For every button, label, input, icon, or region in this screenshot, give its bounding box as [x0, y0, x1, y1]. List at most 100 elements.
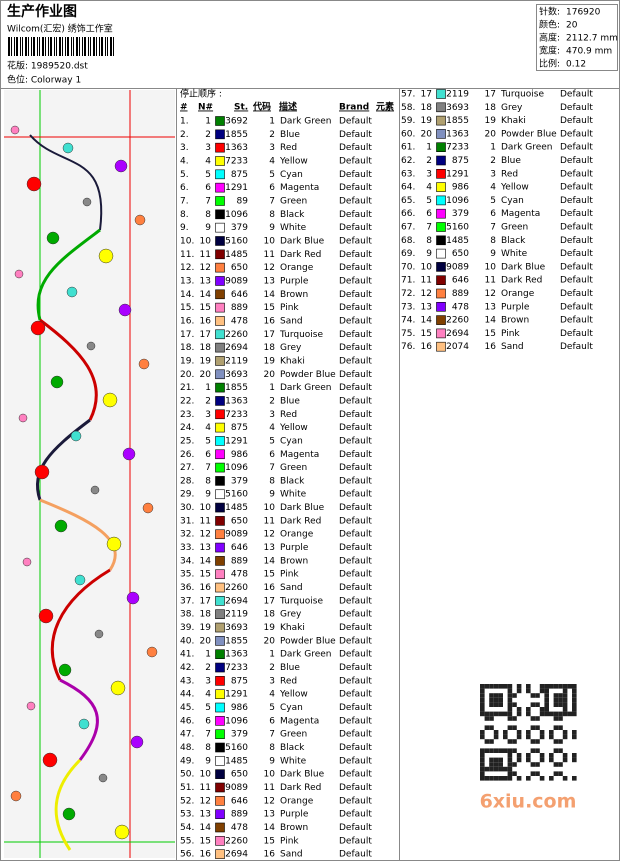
stem	[59, 678, 99, 761]
qr-cell	[562, 757, 568, 763]
flower	[102, 392, 118, 408]
cell-code: 6	[269, 450, 275, 460]
bar-stripe	[42, 37, 44, 56]
cell-needle: 20	[200, 636, 212, 646]
cell-stitches: 379	[231, 223, 248, 233]
qr-cell	[553, 693, 559, 698]
cell-code: 13	[264, 810, 275, 820]
swatch	[215, 462, 225, 473]
cell-index: 52.	[180, 796, 194, 806]
cell-description: Black	[501, 236, 526, 246]
qr-cell	[562, 693, 568, 698]
cell-needle: 11	[421, 276, 432, 286]
cell-index: 24.	[180, 423, 194, 433]
cell-index: 33.	[180, 543, 194, 553]
cell-stitches: 379	[231, 730, 248, 740]
cell-code: 4	[269, 156, 275, 166]
qr-cell	[558, 739, 563, 744]
qr-cell	[572, 753, 577, 758]
swatch	[436, 222, 446, 232]
qr-cell	[507, 762, 513, 767]
cell-stitches: 2694	[225, 343, 248, 353]
cell-brand: Default	[560, 90, 593, 100]
qr-cell	[553, 684, 559, 689]
cell-code: 6	[490, 209, 496, 219]
cell-brand: Default	[339, 290, 372, 300]
qr-cell	[489, 711, 494, 717]
cell-code: 12	[264, 263, 275, 273]
cell-needle: 12	[200, 796, 211, 806]
qr-cell	[480, 771, 485, 776]
swatch	[215, 702, 225, 713]
cell-index: 4.	[180, 156, 189, 166]
cell-code: 2	[269, 130, 275, 140]
swatch	[215, 822, 225, 833]
bar-stripe	[73, 37, 74, 56]
qr-cell	[553, 697, 559, 703]
cell-code: 3	[490, 169, 496, 179]
qr-cell	[572, 688, 577, 694]
cell-code: 19	[485, 116, 497, 126]
cell-description: Yellow	[279, 690, 308, 700]
bar-stripe	[59, 37, 61, 56]
flower	[94, 629, 104, 639]
cell-stitches: 379	[452, 209, 469, 219]
cell-stitches: 1096	[225, 716, 248, 726]
cell-index: 46.	[180, 716, 194, 726]
cell-description: Dark Green	[280, 117, 331, 127]
cell-code: 10	[264, 236, 276, 246]
cell-code: 7	[490, 223, 496, 233]
column-header: #	[180, 103, 188, 113]
info-label: 针数:	[539, 6, 560, 18]
swatch	[436, 288, 446, 299]
swatch	[215, 849, 225, 859]
cell-code: 9	[490, 249, 496, 259]
cell-description: Dark Green	[280, 383, 331, 393]
qr-cell	[572, 776, 577, 781]
flower	[82, 197, 92, 207]
cell-needle: 6	[426, 209, 432, 219]
qr-cell	[480, 711, 485, 717]
bar-stripe	[22, 37, 23, 56]
cell-brand: Default	[560, 302, 593, 312]
cell-code: 1	[269, 117, 275, 127]
cell-index: 65.	[401, 196, 415, 206]
cell-description: White	[280, 756, 307, 766]
cell-brand: Default	[339, 410, 372, 420]
cell-description: Green	[280, 196, 307, 206]
bar-stripe	[90, 37, 91, 56]
cell-needle: 10	[200, 770, 212, 780]
cell-stitches: 2694	[225, 596, 248, 606]
qr-cell	[558, 762, 563, 767]
cell-index: 1.	[180, 117, 189, 127]
flower	[14, 269, 24, 279]
cell-description: Sand	[280, 583, 303, 593]
column-header: N#	[198, 103, 213, 113]
swatch	[215, 249, 225, 260]
cell-stitches: 1363	[446, 129, 469, 139]
cell-needle: 1	[205, 383, 211, 393]
cell-description: Khaki	[501, 116, 526, 126]
cell-needle: 3	[205, 143, 211, 153]
cell-description: Dark Blue	[280, 503, 325, 513]
cell-code: 19	[264, 623, 276, 633]
qr-cell	[512, 693, 517, 698]
qr-cell	[572, 697, 577, 703]
flower	[38, 608, 54, 624]
qr-cell	[493, 730, 499, 735]
cell-stitches: 5160	[225, 236, 248, 246]
qr-cell	[484, 766, 490, 772]
cell-index: 19.	[180, 356, 194, 366]
qr-cell	[539, 776, 545, 781]
qr-cell	[558, 684, 563, 689]
swatch	[215, 676, 225, 686]
cell-description: Blue	[280, 396, 300, 406]
bar-stripe	[93, 37, 95, 56]
qr-cell	[535, 702, 540, 707]
cell-needle: 17	[200, 596, 211, 606]
qr-cell	[516, 711, 522, 717]
cell-brand: Default	[339, 556, 372, 566]
watermark: 6xiu.com	[480, 791, 577, 813]
qr-cell	[562, 688, 568, 694]
qr-cell	[572, 730, 577, 735]
